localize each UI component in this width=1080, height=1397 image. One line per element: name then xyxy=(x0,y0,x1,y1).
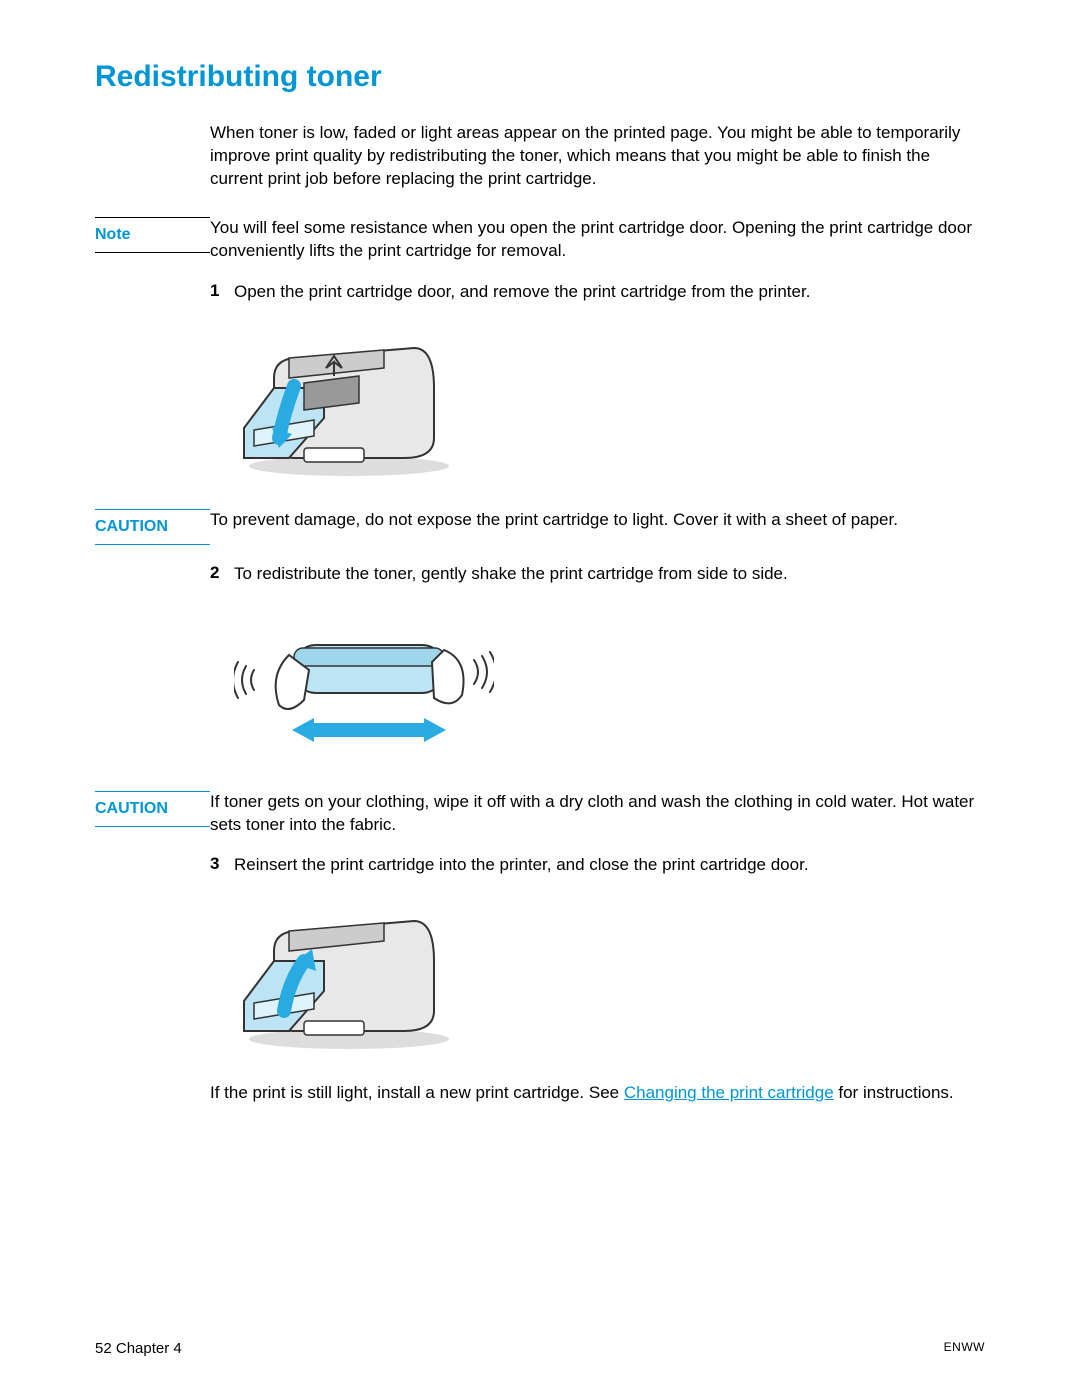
caution-1-text: To prevent damage, do not expose the pri… xyxy=(210,509,985,545)
caution-2-block: CAUTION If toner gets on your clothing, … xyxy=(95,791,985,837)
note-label: Note xyxy=(95,217,210,253)
closing-post: for instructions. xyxy=(834,1083,954,1102)
footer-right: ENWW xyxy=(944,1340,985,1357)
shake-cartridge-icon xyxy=(234,645,494,742)
changing-cartridge-link[interactable]: Changing the print cartridge xyxy=(624,1083,834,1102)
page-footer: 52 Chapter 4 ENWW xyxy=(95,1340,985,1357)
closing-pre: If the print is still light, install a n… xyxy=(210,1083,624,1102)
step-2-text: To redistribute the toner, gently shake … xyxy=(234,563,985,586)
step-1-num: 1 xyxy=(210,281,234,304)
step-3: 3 Reinsert the print cartridge into the … xyxy=(210,854,985,877)
page-title: Redistributing toner xyxy=(95,60,985,94)
step-2-num: 2 xyxy=(210,563,234,586)
illustration-2 xyxy=(234,600,985,765)
footer-chapter: Chapter 4 xyxy=(116,1340,182,1357)
printer-open-icon xyxy=(244,348,449,476)
caution-2-label: CAUTION xyxy=(95,791,210,827)
footer-page-num: 52 xyxy=(95,1340,112,1357)
step-1-text: Open the print cartridge door, and remov… xyxy=(234,281,985,304)
step-3-text: Reinsert the print cartridge into the pr… xyxy=(234,854,985,877)
illustration-1 xyxy=(234,318,985,483)
note-text: You will feel some resistance when you o… xyxy=(210,217,985,263)
note-block: Note You will feel some resistance when … xyxy=(95,217,985,263)
caution-1-label: CAUTION xyxy=(95,509,210,545)
step-2: 2 To redistribute the toner, gently shak… xyxy=(210,563,985,586)
printer-close-icon xyxy=(244,921,449,1049)
footer-left: 52 Chapter 4 xyxy=(95,1340,182,1357)
caution-1-block: CAUTION To prevent damage, do not expose… xyxy=(95,509,985,545)
illustration-3 xyxy=(234,891,985,1056)
caution-2-text: If toner gets on your clothing, wipe it … xyxy=(210,791,985,837)
step-1: 1 Open the print cartridge door, and rem… xyxy=(210,281,985,304)
step-3-num: 3 xyxy=(210,854,234,877)
closing-text: If the print is still light, install a n… xyxy=(210,1082,985,1105)
intro-text: When toner is low, faded or light areas … xyxy=(210,122,985,191)
